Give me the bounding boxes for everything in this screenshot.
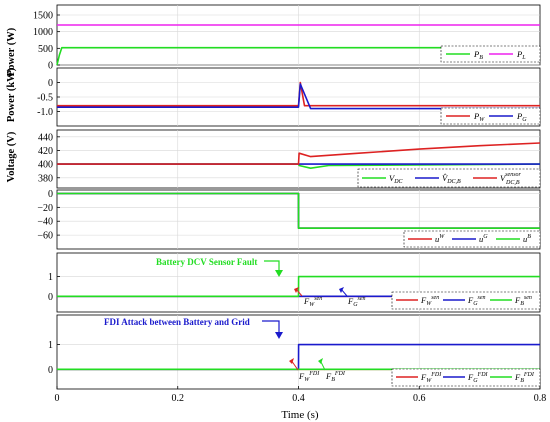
ylabel-power-kw: Power (kW) [6, 67, 17, 122]
legend-label-pb: PB [473, 49, 483, 61]
arrowhead-fw-fdi [289, 358, 294, 364]
panel-3-ytick-label: 420 [38, 146, 53, 157]
annotation-sensor-fault-arrow [264, 260, 280, 272]
legend-panel-6: FWFDI FGFDI FBFDI [391, 368, 541, 387]
x-axis-label: Time (s) [281, 409, 319, 421]
ylabel-voltage: Voltage (V) [6, 131, 17, 182]
annotation-fdi-attack: FDI Attack between Battery and Grid FWFD… [104, 317, 346, 383]
legend-panel-1: PB PL [440, 45, 541, 63]
legend-panel-5: FWsen FGsen FBsen [391, 291, 541, 310]
series-v-dc-b-sensor [57, 142, 541, 165]
x-tick-label: 0.6 [413, 393, 426, 404]
legend-panel-2: PW PG [440, 107, 541, 125]
series-f-b-sen [57, 275, 540, 298]
panel-3-ytick-label: 440 [38, 132, 53, 143]
series-p-g [57, 83, 540, 110]
x-tick-label: 0.2 [172, 393, 185, 404]
x-tick-label: 0.8 [534, 393, 547, 404]
annotation-fdi-arrow [262, 320, 280, 334]
panel-1-ytick-label: 1500 [33, 11, 53, 22]
series-p-b [56, 46, 540, 66]
annotation-fdi-arrowhead [275, 332, 283, 339]
annotation-sensor-fault-arrowhead [275, 270, 283, 277]
legend-panel-3: VDC V̂DC,B Vsensor DC,B [357, 168, 541, 188]
panel-4-ytick-label: −20 [37, 203, 53, 214]
panel-2-ytick-label: -0.5 [37, 93, 53, 104]
panel-4-ytick-label: 0 [48, 189, 53, 200]
legend-label-ub: uB [523, 234, 531, 244]
legend-panel-4: uW uG uB [403, 230, 541, 248]
arrowhead-fb-fdi [318, 358, 323, 364]
panel-5-ytick-label: 0 [48, 292, 53, 303]
legend-label-uw: uW [435, 234, 445, 244]
panel-3-ytick-label: 380 [38, 173, 53, 184]
ylabel-power-w: Power (W) [6, 27, 17, 76]
panel-4-ytick-label: −40 [37, 217, 53, 228]
panel-1: 0 500 1000 1500 [33, 4, 541, 72]
panel-1-ytick-label: 1000 [33, 27, 53, 38]
legend-label-ug: uG [479, 234, 488, 244]
panel-5-ytick-label: 1 [48, 272, 53, 283]
panel-6-ytick-label: 0 [48, 365, 53, 376]
arrowhead-fg-sen [339, 287, 344, 293]
panel-3-ytick-label: 400 [38, 160, 53, 171]
x-tick-label: 0 [55, 393, 60, 404]
annotation-sensor-fault-text: Battery DCV Sensor Fault [156, 257, 257, 267]
arrowhead-fw-sen [294, 287, 299, 293]
panel-2-ytick-label: 0 [48, 78, 53, 89]
legend-label-pl: PL [516, 49, 526, 61]
panel-1-ytick-label: 500 [38, 44, 53, 55]
panel-2-ytick-label: -1.0 [37, 107, 53, 118]
legend-label-pg: PG [516, 111, 527, 123]
series-u-b [57, 192, 540, 229]
panel-4-ytick-label: −60 [37, 231, 53, 242]
panel-6-ytick-label: 1 [48, 340, 53, 351]
panel-1-ytick-label: 0 [48, 61, 53, 72]
x-tick-label: 0.4 [292, 393, 305, 404]
annotation-fdi-text: FDI Attack between Battery and Grid [104, 317, 250, 327]
